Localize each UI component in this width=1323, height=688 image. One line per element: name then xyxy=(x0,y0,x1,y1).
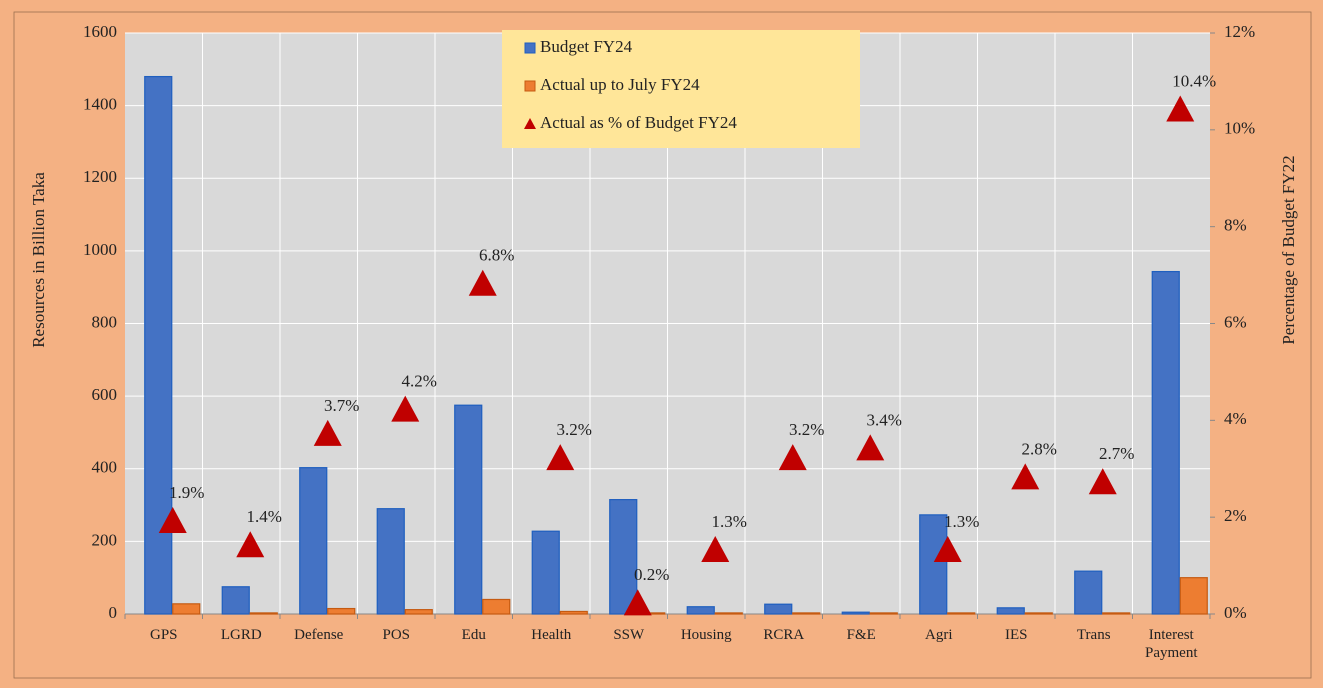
y-tick-label: 0 xyxy=(109,603,118,622)
marker xyxy=(933,536,962,563)
x-tick-label: Trans xyxy=(1076,627,1111,643)
bar xyxy=(1074,570,1103,615)
legend-label: Actual up to July FY24 xyxy=(540,75,700,94)
y2-tick-label: 10% xyxy=(1224,119,1255,138)
marker xyxy=(546,444,575,471)
x-tick-label: Health xyxy=(531,627,572,643)
y2-tick-label: 8% xyxy=(1224,216,1247,235)
marker xyxy=(468,269,497,296)
bar xyxy=(996,607,1025,615)
data-label: 2.8% xyxy=(1022,439,1057,458)
x-tick-label: GPS xyxy=(149,627,178,643)
y-tick-label: 400 xyxy=(92,458,118,477)
bar xyxy=(841,611,870,615)
data-label: 3.2% xyxy=(557,420,592,439)
marker xyxy=(623,589,652,616)
bar xyxy=(1179,577,1208,615)
bar xyxy=(609,499,638,615)
x-tick-label: F&E xyxy=(846,627,876,643)
x-tick-label: Interest Payment xyxy=(1145,627,1198,661)
bar xyxy=(947,612,976,615)
marker xyxy=(236,531,265,558)
data-label: 2.7% xyxy=(1099,444,1134,463)
x-tick-label: IES xyxy=(1005,627,1028,643)
marker xyxy=(313,419,342,446)
x-tick-label: Edu xyxy=(461,627,486,643)
y2-tick-label: 0% xyxy=(1224,603,1247,622)
legend-label: Budget FY24 xyxy=(540,37,633,56)
bar xyxy=(454,404,483,615)
marker xyxy=(701,536,730,563)
data-label: 3.7% xyxy=(324,396,359,415)
x-tick-label: RCRA xyxy=(763,627,805,643)
data-label: 1.4% xyxy=(247,507,282,526)
x-tick-label: Defense xyxy=(294,627,344,643)
bar xyxy=(1102,612,1131,615)
bar xyxy=(714,612,743,615)
bar xyxy=(144,75,173,615)
bar xyxy=(531,530,560,615)
legend-marker xyxy=(524,118,536,129)
y-tick-label: 800 xyxy=(92,312,118,331)
y-tick-label: 1400 xyxy=(83,95,117,114)
bar xyxy=(686,606,715,615)
y-tick-label: 1600 xyxy=(83,22,117,41)
y-tick-label: 600 xyxy=(92,385,118,404)
bar xyxy=(299,467,328,615)
data-label: 1.9% xyxy=(169,483,204,502)
data-label: 4.2% xyxy=(402,372,437,391)
y2-tick-label: 6% xyxy=(1224,312,1247,331)
legend-marker xyxy=(524,42,536,54)
bar xyxy=(221,586,250,615)
data-label: 3.4% xyxy=(867,410,902,429)
bar xyxy=(404,609,433,615)
y2-tick-label: 4% xyxy=(1224,409,1247,428)
marker xyxy=(856,434,885,461)
bar xyxy=(869,612,898,615)
marker xyxy=(1166,95,1195,122)
bar xyxy=(376,508,405,615)
bar xyxy=(1024,612,1053,615)
legend-marker xyxy=(524,80,536,92)
marker xyxy=(391,395,420,422)
data-label: 6.8% xyxy=(479,246,514,265)
legend-label: Actual as % of Budget FY24 xyxy=(540,113,737,132)
legend-box xyxy=(502,30,860,148)
bar xyxy=(919,514,948,615)
data-label: 1.3% xyxy=(944,512,979,531)
bar xyxy=(559,610,588,615)
marker xyxy=(1088,468,1117,495)
bar xyxy=(249,612,278,615)
bar xyxy=(1151,270,1180,615)
x-tick-label: SSW xyxy=(613,627,645,643)
marker xyxy=(1011,463,1040,490)
data-label: 0.2% xyxy=(634,565,669,584)
bar xyxy=(764,603,793,615)
data-label: 1.3% xyxy=(712,512,747,531)
y-axis-title: Resources in Billion Taka xyxy=(29,172,48,348)
bar xyxy=(792,612,821,615)
chart-border xyxy=(13,11,1312,679)
y-tick-label: 200 xyxy=(92,530,118,549)
y2-tick-label: 12% xyxy=(1224,22,1255,41)
bar xyxy=(172,603,201,615)
y2-tick-label: 2% xyxy=(1224,506,1247,525)
x-tick-label: Agri xyxy=(925,627,953,643)
x-tick-label: LGRD xyxy=(220,627,262,643)
data-label: 3.2% xyxy=(789,420,824,439)
y-tick-label: 1200 xyxy=(83,167,117,186)
x-tick-label: Housing xyxy=(680,627,732,643)
y2-axis-title: Percentage of Budget FY22 xyxy=(1279,155,1298,344)
marker xyxy=(778,444,807,471)
y-tick-label: 1000 xyxy=(83,240,117,259)
marker xyxy=(158,507,187,534)
x-tick-label: POS xyxy=(382,627,411,643)
bar xyxy=(482,598,511,615)
data-label: 10.4% xyxy=(1172,71,1216,90)
bar xyxy=(327,607,356,615)
legend: Budget FY24 Actual up to July FY24 Actual … xyxy=(502,30,860,148)
